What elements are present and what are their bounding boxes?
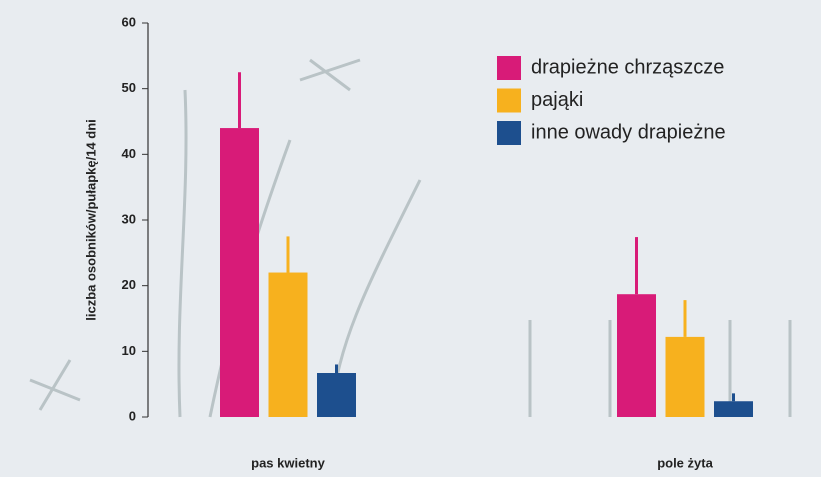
bar	[220, 128, 259, 417]
x-tick-label: pas kwietny	[251, 455, 325, 470]
chart: liczba osobników/pułapkę/14 dni 0 10 20 30 4…	[0, 0, 821, 477]
y-tick-label: 50	[122, 80, 136, 95]
bar	[666, 337, 705, 417]
y-tick-label: 30	[122, 211, 136, 226]
bar	[317, 373, 356, 417]
bar	[714, 401, 753, 417]
bar	[269, 273, 308, 417]
legend-swatch	[497, 56, 521, 80]
legend-label: pająki	[531, 89, 583, 111]
legend-label: inne owady drapieżne	[531, 121, 726, 143]
y-tick-label: 20	[122, 277, 136, 292]
y-axis-label: liczba osobników/pułapkę/14 dni	[83, 119, 98, 321]
x-tick-label: pole żyta	[657, 455, 713, 470]
y-tick-label: 40	[122, 146, 136, 161]
y-tick-label: 0	[129, 408, 136, 423]
y-tick-label: 10	[122, 343, 136, 358]
legend-swatch	[497, 121, 521, 145]
legend-swatch	[497, 89, 521, 113]
legend-label: drapieżne chrząszcze	[531, 56, 724, 78]
y-tick-label: 60	[122, 14, 136, 29]
bar	[617, 294, 656, 417]
